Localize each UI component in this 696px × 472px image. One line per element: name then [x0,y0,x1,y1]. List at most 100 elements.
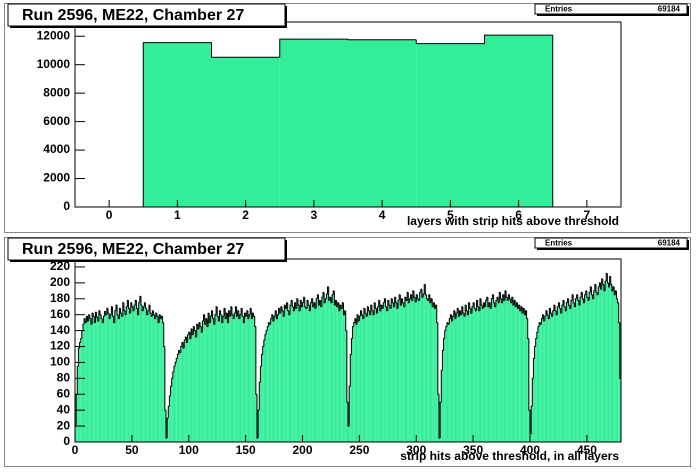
bin-bar [120,313,122,442]
bin-bar [263,340,265,442]
bin-bar [209,322,211,442]
bin-outline [275,310,278,320]
bin-bar [276,318,278,442]
bin-outline [545,310,548,317]
bin-bar [325,298,327,442]
bin-bar [287,310,289,442]
bin-outline [172,371,174,379]
bin-bar [350,354,352,442]
bin-bar [92,313,94,442]
bin-bar [428,294,430,442]
bin-outline [91,312,94,325]
bin-bar [186,342,188,442]
bin-bar [332,294,334,442]
bin-outline [362,314,364,320]
bin-bar [515,306,517,442]
bin-bar [444,330,446,442]
bin-bar [179,352,181,442]
bin-outline [507,294,510,301]
bin-bar [432,306,434,442]
bin-outline [559,302,561,309]
bin-outline [446,322,449,327]
bin-outline [218,310,221,322]
bin-bar [555,310,557,442]
bin-bar [592,298,594,442]
bin-bar [249,314,251,442]
bin-bar [200,326,202,442]
bin-outline [211,310,213,317]
bin-outline [256,394,259,439]
bin-bar [330,302,333,442]
bin-bar [137,314,139,442]
bin-outline [155,312,157,319]
bin-bar [425,294,427,442]
x-tick-label: 450 [577,443,597,457]
y-tick-label: 140 [50,323,70,337]
bin-outline [496,296,499,301]
bin-bar [251,318,253,442]
bin-outline [240,307,243,315]
bin-bar [598,286,600,442]
bin-outline [209,315,212,323]
bin-bar [433,302,435,442]
bin-outline [248,314,251,319]
bin-bar [81,330,83,442]
bin-outline [142,42,212,207]
bin-outline [264,334,267,341]
bin-bar [109,318,111,442]
bin-outline [247,310,250,320]
bin-outline [325,293,328,299]
stats-box [534,237,688,249]
bin-outline [366,306,369,317]
bin-bar [437,394,439,442]
bin-outline [530,405,533,435]
bin-bar [348,39,417,208]
bin-bar [166,438,168,442]
bin-bar [230,306,232,442]
bin-bar [208,313,210,442]
bin-bar [568,305,570,442]
y-tick-label: 120 [50,339,70,353]
bin-outline [117,314,120,320]
bin-bar [557,306,559,442]
stats-box [534,3,688,15]
bin-bar [560,313,562,442]
bin-outline [344,310,346,315]
bin-bar [543,321,545,442]
bin-bar [619,378,621,442]
bin-bar [406,300,408,442]
bin-bar [229,316,231,442]
bin-bar [588,300,590,442]
bin-bar [77,366,79,442]
bin-outline [607,282,610,288]
bin-outline [462,306,465,314]
bin-outline [404,296,407,307]
bin-bar [479,298,482,442]
bin-bar [280,306,283,442]
bin-outline [346,330,348,403]
bin-outline [364,308,367,314]
bin-bar [111,306,113,442]
title-box [7,3,286,27]
bin-outline [190,328,193,339]
x-tick-label: 250 [349,443,369,457]
bin-outline [309,302,312,311]
bin-bar [145,308,147,442]
bin-bar [341,308,343,442]
y-tick-label: 80 [57,371,71,385]
bin-bar [140,305,143,442]
bin-bar [307,300,309,442]
x-tick-label: 100 [179,443,199,457]
bin-bar [121,316,123,442]
bin-bar [535,338,537,442]
bin-outline [490,298,493,309]
bin-bar [189,338,192,442]
bin-outline [571,294,574,301]
bin-bar [266,330,268,442]
bin-bar [359,316,361,442]
bin-bar [241,308,243,442]
bin-outline [371,305,374,312]
bin-bar [296,298,298,442]
bin-bar [386,310,388,442]
stats-value: 69184 [658,5,681,14]
